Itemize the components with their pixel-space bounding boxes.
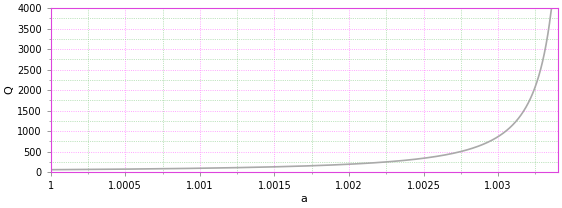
Y-axis label: Q: Q <box>4 86 14 94</box>
X-axis label: a: a <box>301 194 308 204</box>
